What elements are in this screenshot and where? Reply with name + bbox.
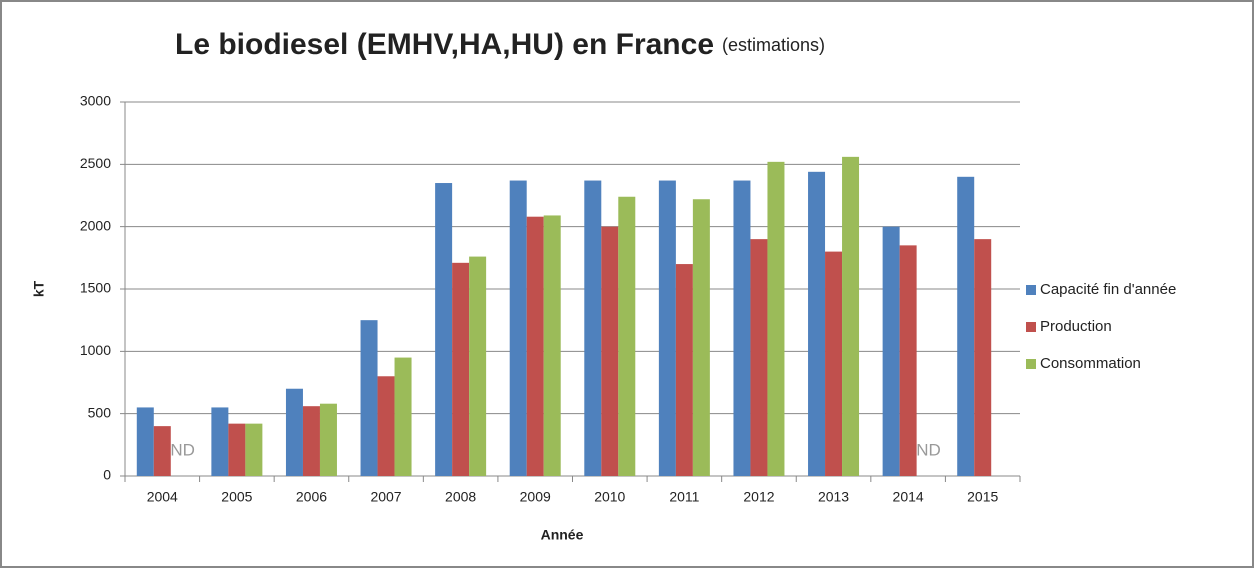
- bar: [974, 239, 992, 476]
- legend-swatch: [1026, 322, 1036, 332]
- x-tick-label: 2009: [520, 489, 551, 505]
- bar: [543, 215, 561, 477]
- y-tick-label: 2000: [80, 217, 111, 233]
- bar: [957, 176, 975, 477]
- y-tick-label: 500: [88, 404, 112, 420]
- bar: [302, 406, 320, 476]
- bar: [285, 388, 303, 476]
- y-axis-label: kT: [31, 280, 47, 297]
- legend-swatch: [1026, 285, 1036, 295]
- bar: [526, 216, 544, 476]
- x-tick-label: 2005: [221, 489, 252, 505]
- x-tick-label: 2015: [967, 489, 998, 505]
- x-tick-label: 2014: [893, 489, 924, 505]
- bar: [750, 239, 768, 476]
- legend-label: Consommation: [1040, 355, 1141, 372]
- bar: [692, 199, 710, 477]
- bar: [808, 171, 826, 476]
- bar: [899, 245, 917, 476]
- x-axis-label: Année: [541, 527, 584, 543]
- y-tick-label: 3000: [80, 93, 111, 109]
- bar: [601, 226, 619, 476]
- bar: [211, 407, 229, 476]
- bar: [825, 251, 843, 476]
- bar: [377, 376, 395, 476]
- y-tick-label: 1000: [80, 342, 111, 358]
- bar: [618, 196, 636, 476]
- bar: [658, 180, 676, 477]
- bar: [452, 262, 470, 476]
- bar: [319, 403, 337, 476]
- bar: [136, 407, 154, 476]
- annotation: ND: [170, 440, 195, 459]
- bar: [228, 423, 246, 476]
- legend-swatch: [1026, 359, 1036, 369]
- x-tick-label: 2012: [743, 489, 774, 505]
- y-tick-label: 0: [103, 467, 111, 483]
- legend-label: Production: [1040, 318, 1112, 335]
- chart-subtitle: (estimations): [722, 35, 825, 55]
- bar: [469, 256, 487, 476]
- x-tick-label: 2006: [296, 489, 327, 505]
- x-tick-label: 2011: [669, 489, 699, 505]
- chart-title-group: Le biodiesel (EMHV,HA,HU) en France (esti…: [175, 28, 825, 61]
- bar: [767, 161, 785, 476]
- y-tick-label: 2500: [80, 155, 111, 171]
- bar: [245, 423, 263, 476]
- bar: [153, 426, 171, 476]
- bar: [842, 156, 860, 476]
- bar: [509, 180, 527, 477]
- annotation: ND: [916, 440, 941, 459]
- x-tick-label: 2007: [370, 489, 401, 505]
- bar: [360, 320, 378, 476]
- x-tick-label: 2008: [445, 489, 476, 505]
- bar: [733, 180, 751, 477]
- bar: [584, 180, 602, 477]
- x-tick-label: 2013: [818, 489, 849, 505]
- x-tick-label: 2004: [147, 489, 178, 505]
- bar: [675, 264, 693, 476]
- bar: [435, 183, 453, 477]
- bar: [882, 226, 900, 476]
- y-tick-label: 1500: [80, 280, 111, 296]
- chart-title: Le biodiesel (EMHV,HA,HU) en France: [175, 28, 714, 61]
- x-tick-label: 2010: [594, 489, 625, 505]
- bar: [394, 357, 412, 476]
- legend-label: Capacité fin d'année: [1040, 281, 1176, 298]
